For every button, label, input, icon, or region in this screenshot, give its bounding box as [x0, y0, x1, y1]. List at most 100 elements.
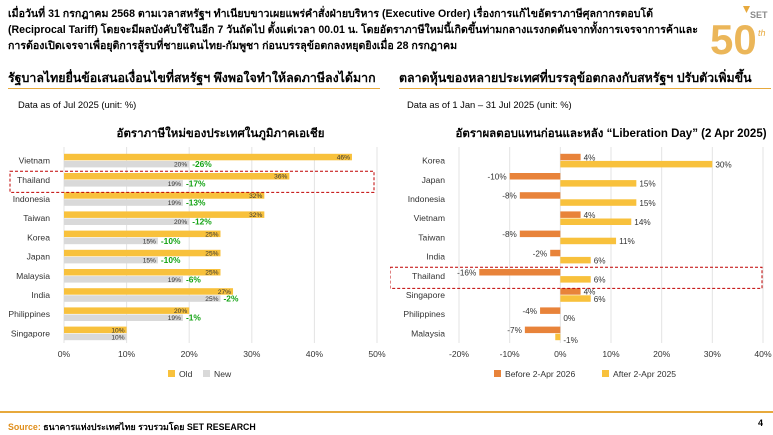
source-label: Source: — [8, 422, 41, 432]
before-return-value-label: -16% — [457, 269, 476, 278]
before-return-bar-singapore — [560, 288, 581, 295]
new-rate-value-label: 15% — [143, 258, 156, 265]
rate-change-label-malaysia: -6% — [186, 274, 201, 284]
before-return-value-label: 4% — [584, 153, 596, 162]
legend-before-swatch — [494, 370, 501, 377]
left-x-tick-label: 30% — [243, 349, 261, 359]
legend-after-label: After 2-Apr 2025 — [613, 369, 676, 379]
new-rate-bar-japan — [64, 256, 158, 264]
left-x-tick-label: 20% — [181, 349, 199, 359]
left-x-tick-label: 40% — [306, 349, 324, 359]
old-rate-value-label: 25% — [205, 251, 218, 258]
before-return-value-label: 4% — [584, 288, 596, 297]
new-rate-value-label: 19% — [168, 315, 181, 322]
left-category-label-india: India — [31, 290, 50, 300]
after-return-value-label: 6% — [594, 276, 606, 285]
rate-change-label-india: -2% — [224, 294, 239, 304]
rate-change-label-korea: -10% — [161, 236, 181, 246]
right-x-tick-label: 0% — [554, 349, 567, 359]
right-x-tick-label: 40% — [754, 349, 772, 359]
set-logo-mark: SET 50 th — [710, 6, 768, 60]
old-rate-value-label: 25% — [205, 270, 218, 277]
left-category-label-singapore: Singapore — [11, 328, 50, 338]
before-return-bar-vietnam — [560, 211, 581, 218]
old-rate-bar-india — [64, 288, 234, 295]
new-rate-bar-thailand — [64, 180, 183, 187]
after-return-bar-malaysia — [555, 333, 561, 341]
after-return-value-label: 0% — [563, 314, 575, 323]
new-rate-value-label: 20% — [174, 219, 187, 226]
page-number: 4 — [757, 418, 763, 428]
before-return-bar-philippines — [540, 307, 561, 314]
left-category-label-malaysia: Malaysia — [16, 271, 50, 281]
new-rate-bar-india — [64, 295, 221, 302]
before-return-value-label: -8% — [502, 192, 517, 201]
set-50th-logo: SET 50 th — [710, 6, 768, 60]
new-rate-bar-korea — [64, 237, 158, 245]
left-as-of-note: Data as of Jul 2025 (unit: %) — [18, 99, 137, 110]
new-rate-value-label: 19% — [168, 200, 181, 207]
right-category-label-singapore: Singapore — [406, 290, 445, 300]
before-return-bar-taiwan — [519, 230, 561, 238]
thailand-highlight-box — [9, 170, 375, 193]
old-rate-bar-indonesia — [64, 192, 265, 199]
before-return-value-label: -4% — [523, 307, 538, 316]
new-rate-bar-philippines — [64, 314, 183, 321]
left-chart-title: อัตราภาษีใหม่ของประเทศในภูมิภาคเอเชีย — [117, 126, 325, 141]
after-return-bar-taiwan — [560, 237, 617, 245]
source-text: ธนาคารแห่งประเทศไทย รวบรวมโดย SET RESEAR… — [43, 422, 256, 432]
right-x-tick-label: 30% — [704, 349, 722, 359]
left-category-label-taiwan: Taiwan — [23, 213, 50, 223]
after-return-bar-vietnam — [560, 218, 632, 225]
right-category-label-japan: Japan — [422, 175, 446, 185]
old-rate-value-label: 36% — [274, 174, 287, 181]
after-return-bar-india — [560, 256, 591, 264]
rate-change-label-japan: -10% — [161, 255, 181, 265]
left-x-tick-label: 10% — [118, 349, 136, 359]
new-rate-value-label: 20% — [174, 162, 187, 169]
old-rate-bar-malaysia — [64, 269, 221, 276]
right-title-underline — [399, 88, 771, 89]
old-rate-value-label: 32% — [249, 212, 262, 219]
left-category-label-thailand: Thailand — [17, 175, 50, 185]
legend-new-label: New — [214, 369, 232, 379]
old-rate-bar-philippines — [64, 307, 190, 314]
old-rate-value-label: 20% — [174, 308, 187, 315]
stock-return-chart: อัตราผลตอบแทนก่อนและหลัง “Liberation Day… — [390, 127, 772, 379]
right-category-label-thailand: Thailand — [412, 271, 445, 281]
after-return-value-label: 6% — [594, 256, 606, 265]
left-category-label-korea: Korea — [27, 232, 50, 242]
new-rate-value-label: 10% — [111, 334, 124, 341]
new-rate-value-label: 25% — [205, 296, 218, 303]
rate-change-label-philippines: -1% — [186, 313, 201, 323]
svg-text:SET: SET — [750, 10, 768, 20]
before-return-bar-japan — [509, 173, 561, 180]
old-rate-bar-japan — [64, 249, 221, 257]
old-rate-bar-thailand — [64, 173, 290, 180]
before-return-value-label: -7% — [507, 326, 522, 335]
legend-after-swatch — [602, 370, 609, 377]
footer-divider — [0, 411, 773, 413]
new-rate-bar-malaysia — [64, 276, 183, 283]
new-rate-bar-taiwan — [64, 218, 190, 225]
before-return-value-label: -10% — [488, 173, 507, 182]
rate-change-label-vietnam: -26% — [192, 159, 212, 169]
right-as-of-note: Data as of 1 Jan – 31 Jul 2025 (unit: %) — [407, 99, 572, 110]
left-title-underline — [8, 88, 380, 89]
after-return-bar-thailand — [560, 276, 591, 283]
svg-text:50: 50 — [710, 16, 757, 60]
svg-text:th: th — [758, 28, 766, 38]
before-return-bar-malaysia — [524, 326, 561, 334]
after-return-bar-japan — [560, 180, 637, 187]
new-rate-bar-vietnam — [64, 160, 190, 168]
after-return-value-label: 6% — [594, 295, 606, 304]
right-legend: Before 2-Apr 2026 After 2-Apr 2025 — [494, 369, 676, 379]
rate-change-label-taiwan: -12% — [192, 217, 212, 227]
right-x-tick-label: -20% — [449, 349, 469, 359]
right-x-tick-label: 20% — [653, 349, 671, 359]
left-panel-title: รัฐบาลไทยยื่นข้อเสนอเงื่อนไขที่สหรัฐฯ พึ… — [8, 71, 376, 85]
rate-change-label-thailand: -17% — [186, 178, 206, 188]
after-return-value-label: 30% — [715, 160, 731, 169]
before-return-bar-korea — [560, 153, 581, 161]
legend-old-swatch — [168, 370, 175, 377]
